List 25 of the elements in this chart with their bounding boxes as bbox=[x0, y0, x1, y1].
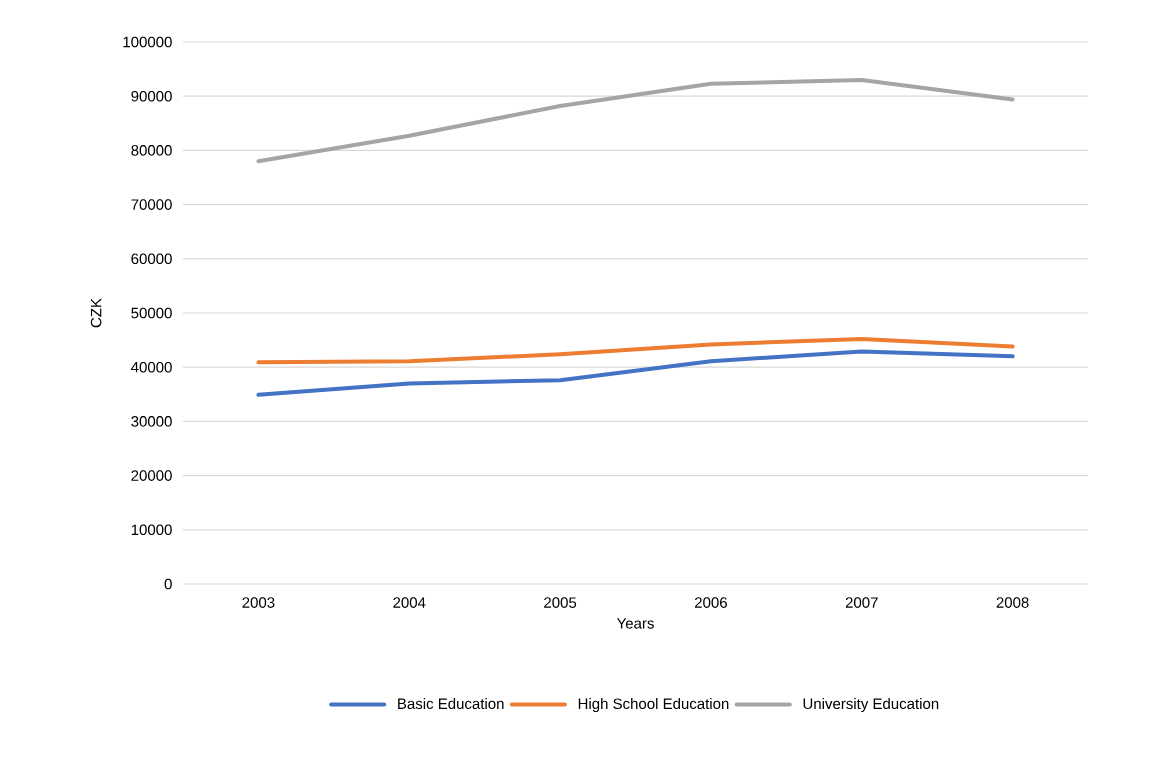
line-series bbox=[256, 349, 1015, 397]
x-tick-label: 2006 bbox=[694, 597, 727, 608]
legend-label: University Education bbox=[803, 698, 939, 712]
x-tick-label: 2007 bbox=[845, 597, 878, 608]
line-series bbox=[256, 77, 1015, 164]
legend-label: Basic Education bbox=[398, 698, 504, 710]
y-tick-label: 0 bbox=[164, 578, 172, 590]
y-tick-label: 20000 bbox=[131, 470, 172, 481]
x-axis-title: Years bbox=[616, 618, 654, 629]
y-tick-label: 100000 bbox=[123, 36, 172, 48]
legend-label: High School Education bbox=[578, 698, 729, 712]
x-tick-label: 2003 bbox=[242, 597, 275, 608]
line-series bbox=[256, 337, 1015, 365]
x-tick-label: 2008 bbox=[996, 597, 1029, 608]
x-tick-label: 2005 bbox=[544, 597, 577, 608]
y-tick-label: 90000 bbox=[131, 90, 172, 102]
y-tick-label: 60000 bbox=[131, 253, 172, 265]
x-tick-label: 2004 bbox=[393, 597, 426, 608]
y-tick-label: 30000 bbox=[131, 416, 172, 427]
y-tick-label: 80000 bbox=[131, 145, 172, 156]
y-tick-label: 10000 bbox=[131, 524, 172, 536]
y-tick-label: 40000 bbox=[131, 361, 172, 373]
y-axis-title: CZK bbox=[90, 298, 102, 328]
y-tick-label: 50000 bbox=[131, 307, 172, 319]
y-tick-label: 70000 bbox=[131, 199, 172, 210]
